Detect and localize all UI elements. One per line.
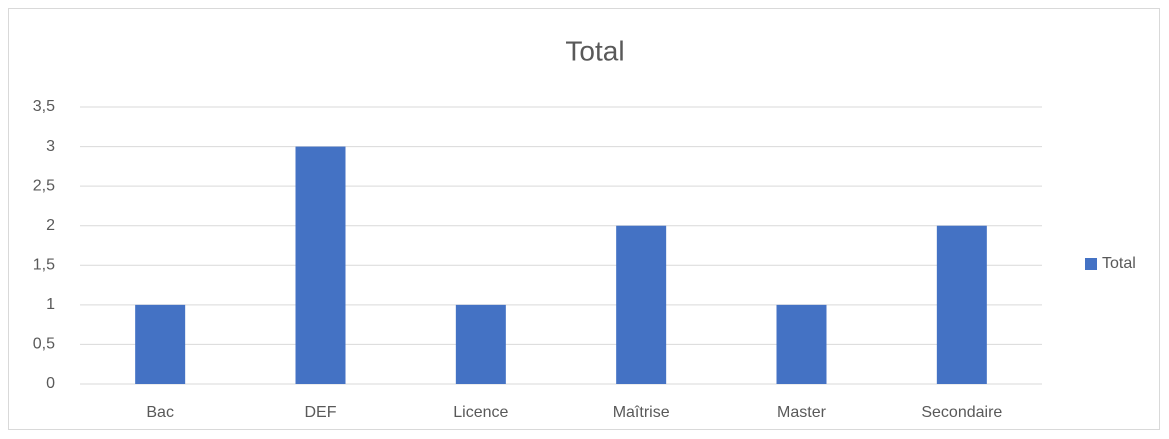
y-tick-label: 3 [46, 138, 55, 155]
x-tick-label: Licence [453, 404, 508, 421]
x-tick-label: Master [777, 404, 827, 421]
bar [455, 304, 506, 384]
y-tick-label: 2,5 [33, 177, 55, 194]
y-tick-label: 0,5 [33, 336, 55, 353]
legend-swatch [1085, 258, 1097, 270]
bar [616, 225, 667, 384]
bar [776, 304, 827, 384]
bar [295, 146, 346, 384]
x-tick-label: DEF [305, 404, 337, 421]
y-tick-label: 2 [46, 217, 55, 234]
y-tick-label: 0 [46, 375, 55, 392]
bar [135, 304, 186, 384]
chart-title: Total [565, 35, 624, 66]
legend-label: Total [1102, 255, 1136, 272]
x-tick-label: Maîtrise [613, 404, 670, 421]
y-tick-label: 1 [46, 296, 55, 313]
x-tick-label: Bac [146, 404, 174, 421]
x-tick-label: Secondaire [921, 404, 1002, 421]
y-tick-label: 3,5 [33, 98, 55, 115]
bar [936, 225, 987, 384]
y-tick-label: 1,5 [33, 257, 55, 274]
